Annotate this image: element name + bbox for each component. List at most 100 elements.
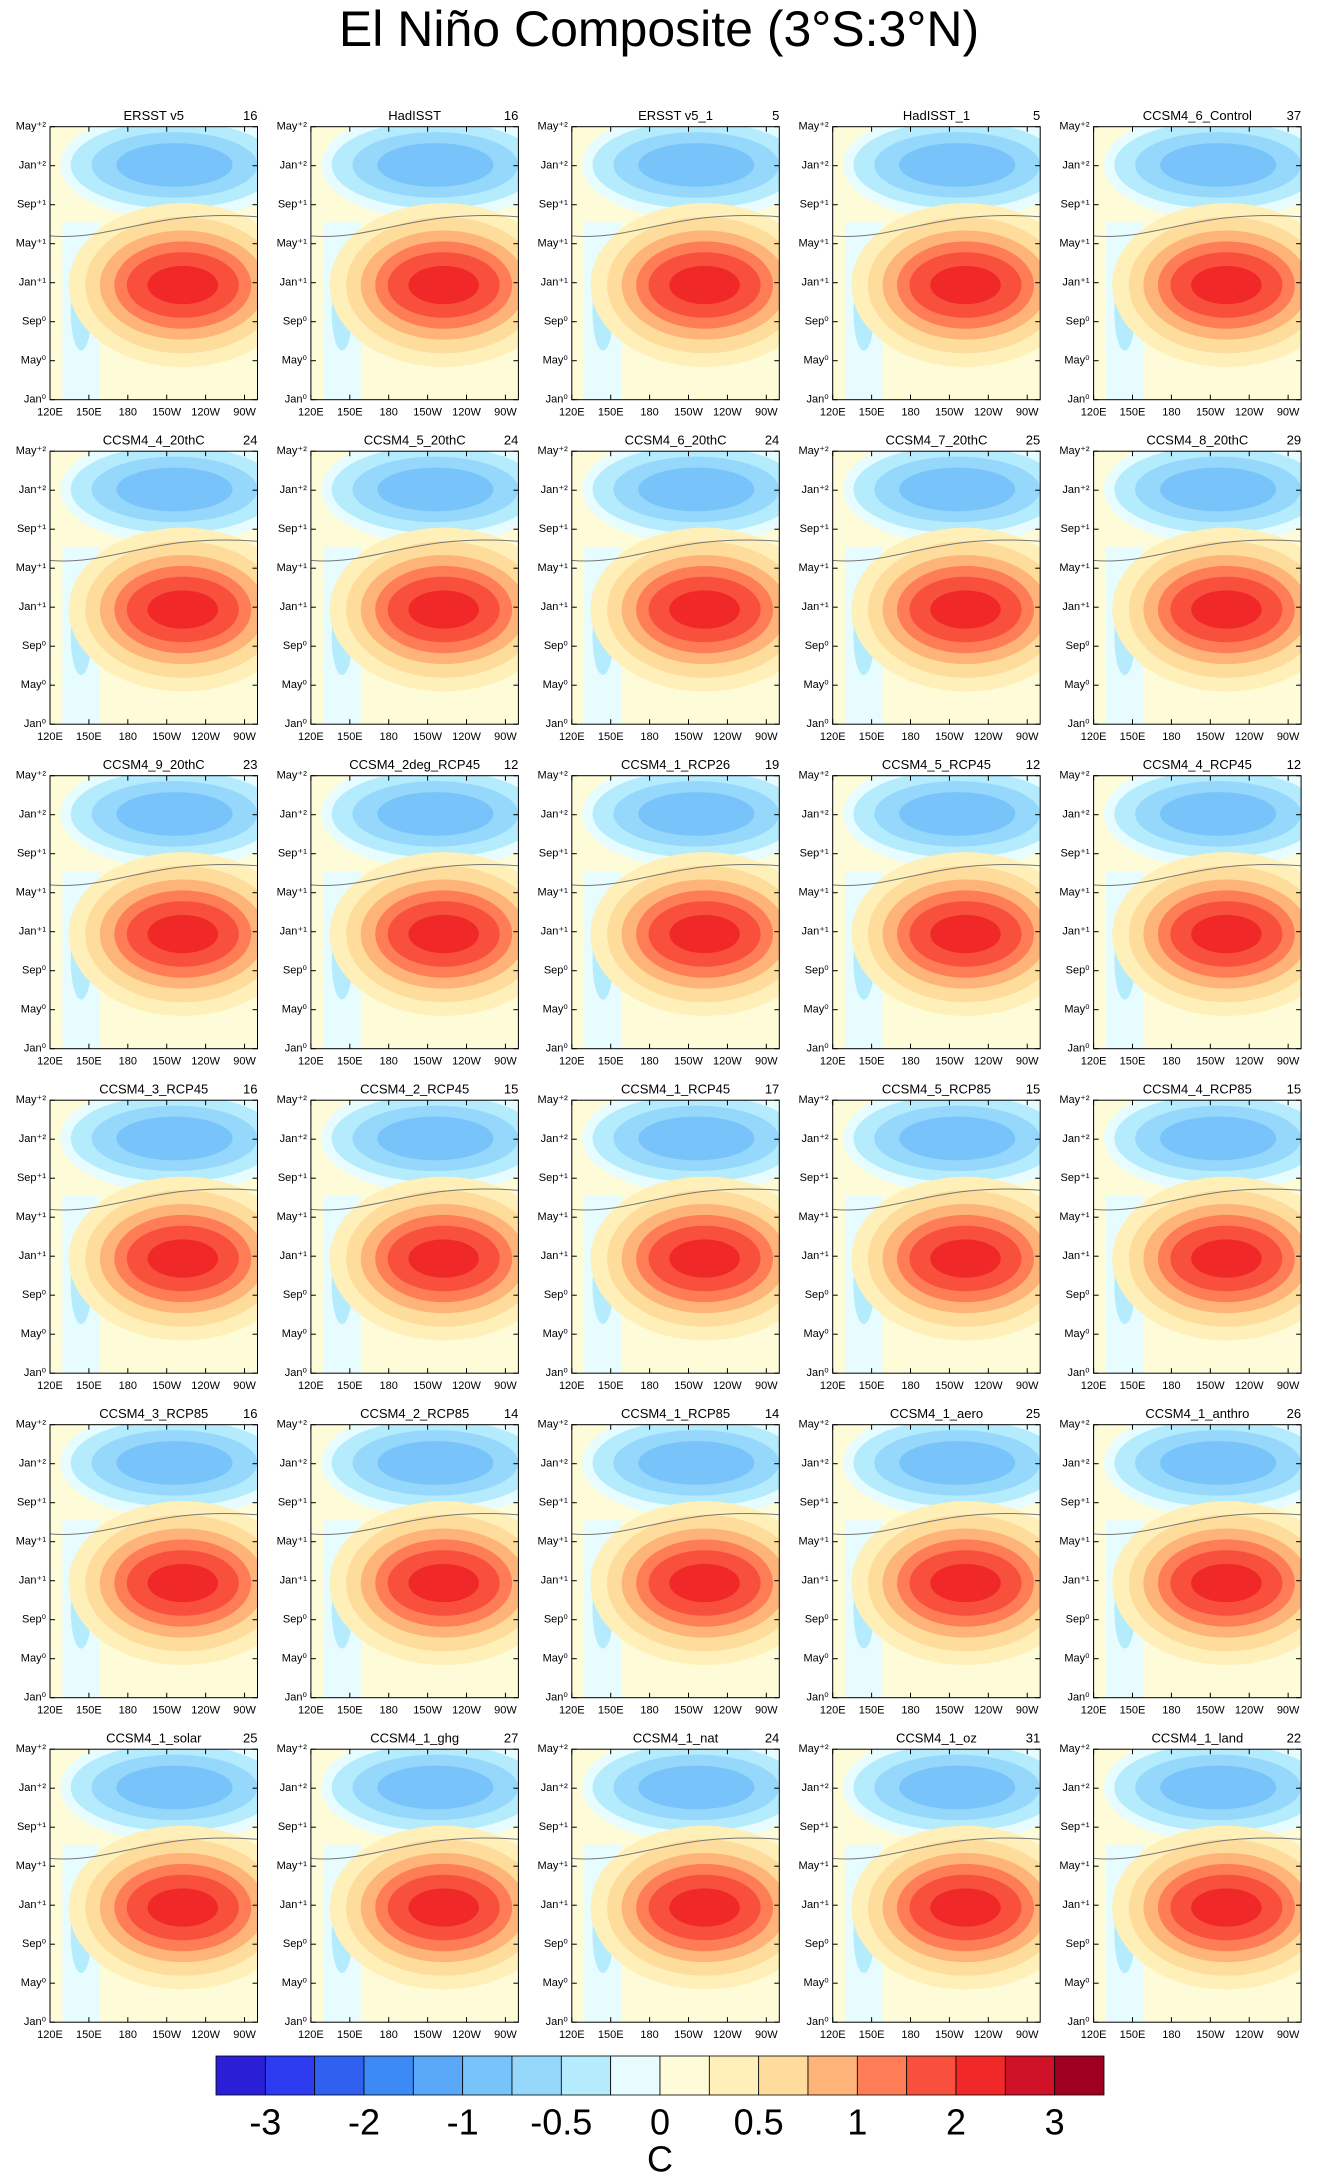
cold-anomaly <box>377 792 494 836</box>
x-tick-label: 150E <box>598 2029 624 2041</box>
x-tick-label: 150W <box>413 407 442 419</box>
warm-anomaly <box>1191 1888 1262 1927</box>
x-tick-label: 120E <box>1081 2029 1107 2041</box>
colorbar-label: -2 <box>348 2102 380 2143</box>
y-tick-label: Sep⁺¹ <box>278 848 307 860</box>
x-tick-label: 120W <box>452 731 481 743</box>
y-tick-label: Sep⁺¹ <box>539 1172 568 1184</box>
panel-count: 15 <box>1287 1082 1301 1097</box>
zero-contour <box>1093 539 1302 562</box>
x-tick-label: 90W <box>233 731 256 743</box>
x-tick-label: 150E <box>1120 731 1146 743</box>
cold-anomaly <box>1160 143 1277 187</box>
y-tick-label: Sep⁺¹ <box>17 523 46 535</box>
contour-field <box>571 126 780 400</box>
x-tick-label: 90W <box>1016 1056 1039 1068</box>
y-tick-label: Jan⁰ <box>546 718 569 730</box>
x-tick-label: 90W <box>494 1380 517 1392</box>
warm-anomaly <box>147 1888 219 1927</box>
zero-contour <box>1093 1188 1302 1211</box>
panel-count: 25 <box>1026 433 1040 448</box>
y-tick-label: Jan⁰ <box>1067 1692 1090 1704</box>
y-tick-label: Jan⁺¹ <box>801 277 829 289</box>
colorbar-box <box>462 2055 513 2096</box>
y-tick-label: May⁰ <box>282 679 308 691</box>
x-tick-label: 120E <box>820 2029 846 2041</box>
colorbar-box <box>412 2055 464 2096</box>
x-tick-label: 120W <box>713 731 742 743</box>
panel-title: CCSM4_2_RCP85 <box>360 1406 469 1421</box>
panel-title: CCSM4_5_RCP85 <box>882 1082 991 1097</box>
panel-count: 24 <box>765 1731 779 1746</box>
y-tick-label: Sep⁺¹ <box>800 1172 829 1184</box>
panel-title: CCSM4_3_RCP85 <box>99 1406 208 1421</box>
colorbar-box <box>314 2055 365 2096</box>
y-tick-label: May⁰ <box>282 1328 308 1340</box>
warm-anomaly <box>147 590 219 629</box>
x-tick-label: 120E <box>1081 1380 1107 1392</box>
y-tick-label: May⁺¹ <box>277 238 308 250</box>
y-tick-label: May⁰ <box>1064 1328 1090 1340</box>
zero-contour <box>310 1513 519 1536</box>
x-tick-label: 150E <box>859 407 885 419</box>
y-tick-label: May⁺² <box>16 121 47 133</box>
panel-count: 31 <box>1026 1731 1040 1746</box>
y-tick-label: May⁰ <box>1064 679 1090 691</box>
warm-anomaly <box>408 1888 479 1927</box>
x-tick-label: 120W <box>1235 407 1264 419</box>
x-tick-label: 90W <box>494 1705 517 1717</box>
y-tick-label: Sep⁰ <box>544 1614 569 1626</box>
panel-title: CCSM4_4_20thC <box>103 433 205 448</box>
y-tick-label: Sep⁰ <box>1066 965 1091 977</box>
y-tick-label: May⁰ <box>543 679 569 691</box>
panel-count: 12 <box>1287 757 1301 772</box>
panel-count: 17 <box>765 1082 779 1097</box>
y-tick-label: May⁺¹ <box>1059 1211 1090 1223</box>
plot-frame <box>49 450 258 725</box>
y-tick-label: May⁺¹ <box>798 1860 829 1872</box>
plot-frame <box>49 1424 258 1699</box>
y-tick-label: Jan⁰ <box>546 1043 569 1055</box>
y-tick-label: Jan⁰ <box>807 718 830 730</box>
panel-count: 24 <box>765 433 779 448</box>
cold-anomaly <box>1160 467 1277 512</box>
x-tick-label: 120W <box>191 1056 220 1068</box>
y-tick-label: Sep⁺¹ <box>278 1172 307 1184</box>
x-tick-label: 180 <box>901 1056 919 1068</box>
y-tick-label: Sep⁰ <box>22 1614 47 1626</box>
zero-contour <box>310 1837 519 1860</box>
panel: CCSM4_3_RCP45 16 Jan⁰ May⁰ Sep⁰ Jan⁺¹ May⁺¹ Sep… <box>16 1082 258 1392</box>
y-tick-label: Sep⁰ <box>283 965 308 977</box>
x-tick-label: 90W <box>494 2029 517 2041</box>
plot-frame <box>571 1424 780 1699</box>
y-tick-label: Sep⁰ <box>1066 316 1091 328</box>
panel-title: ERSST v5 <box>124 108 184 123</box>
y-tick-label: May⁺¹ <box>16 1860 47 1872</box>
y-tick-label: May⁰ <box>21 679 47 691</box>
y-tick-label: May⁺¹ <box>1059 1536 1090 1548</box>
cold-anomaly <box>116 467 233 512</box>
cold-anomaly <box>1160 1116 1277 1161</box>
contour-field <box>310 1100 519 1374</box>
x-tick-label: 150W <box>413 2029 442 2041</box>
contour-field <box>1093 1749 1302 2023</box>
panel: CCSM4_1_aero 25 Jan⁰ May⁰ Sep⁰ Jan⁺¹ May⁺¹ Sep⁺… <box>798 1406 1041 1717</box>
y-tick-label: May⁺² <box>16 1743 47 1755</box>
cold-anomaly <box>377 143 494 187</box>
y-tick-label: Jan⁺² <box>19 484 47 496</box>
panel-count: 16 <box>504 108 518 123</box>
x-tick-label: 90W <box>1277 1056 1300 1068</box>
panel-count: 16 <box>243 1082 257 1097</box>
colorbar-box <box>807 2055 858 2096</box>
x-tick-label: 150E <box>598 1056 624 1068</box>
y-tick-label: Jan⁺² <box>280 484 308 496</box>
x-tick-label: 150W <box>674 1380 703 1392</box>
panel-count: 29 <box>1287 433 1301 448</box>
y-tick-label: Sep⁺¹ <box>1061 1172 1090 1184</box>
plot-frame <box>49 1748 258 2023</box>
x-tick-label: 180 <box>119 407 137 419</box>
y-tick-label: Sep⁰ <box>22 965 47 977</box>
y-tick-label: May⁺² <box>16 445 47 457</box>
y-tick-label: Jan⁺¹ <box>541 1250 569 1262</box>
y-tick-label: Jan⁺² <box>541 1458 569 1470</box>
